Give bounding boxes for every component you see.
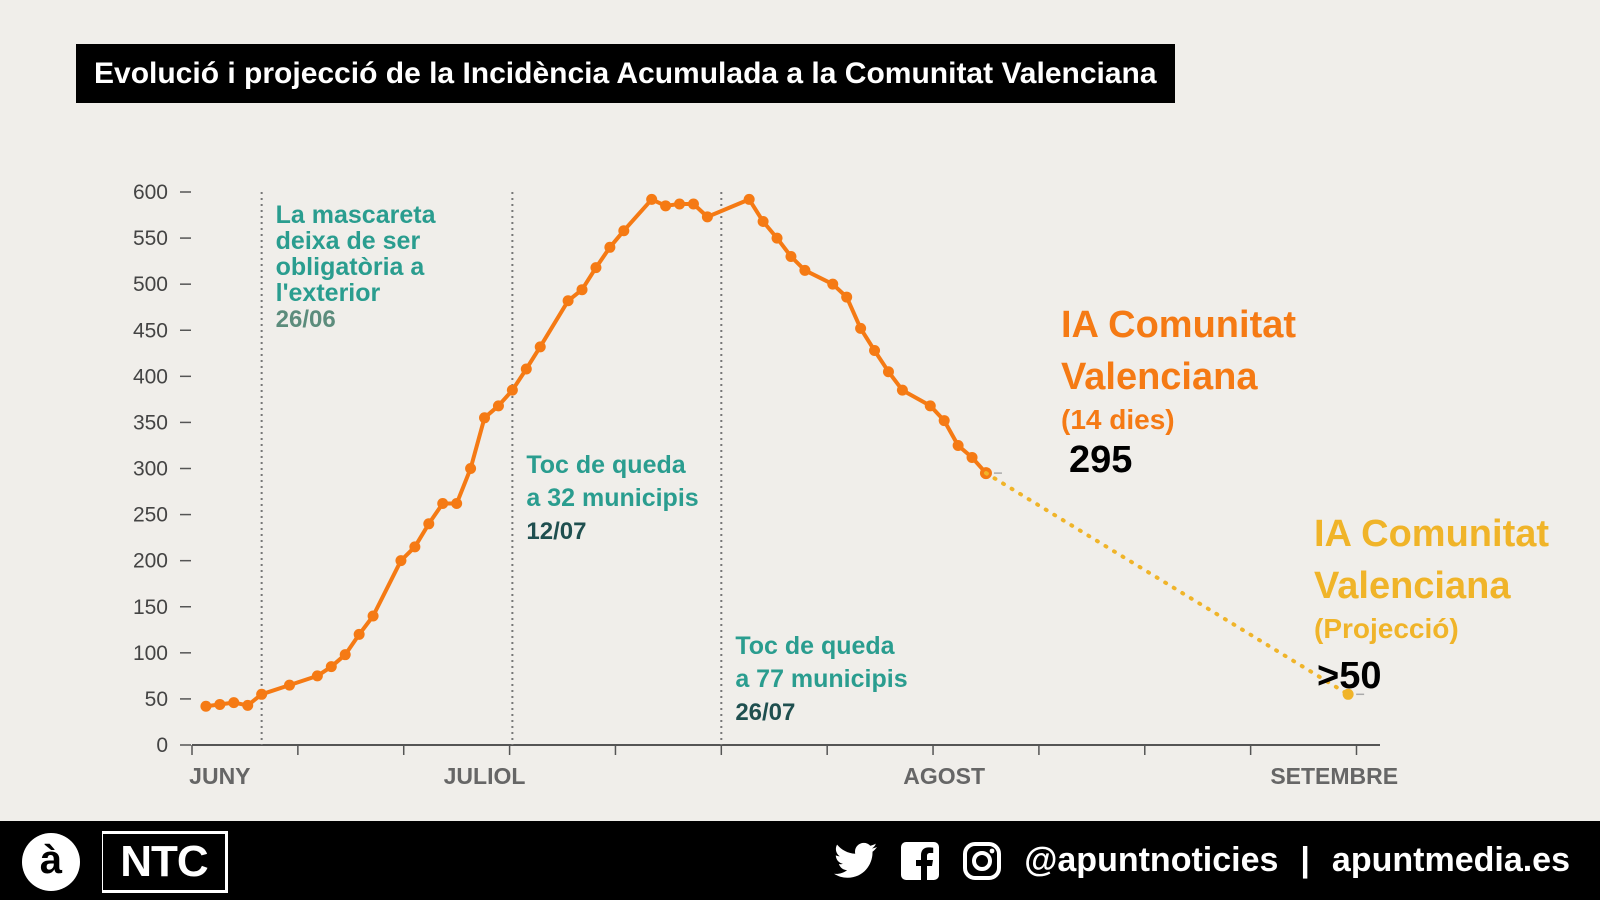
data-point xyxy=(409,541,421,553)
event-label: La mascareta xyxy=(276,201,437,229)
series-sublabel: (14 dies) xyxy=(1061,404,1175,435)
data-point xyxy=(367,610,379,622)
data-point xyxy=(451,498,463,510)
y-tick-label: 600 xyxy=(133,181,168,204)
series-label: Valenciana xyxy=(1061,356,1258,398)
data-point xyxy=(743,193,755,205)
data-point xyxy=(952,439,964,451)
data-point xyxy=(590,262,602,274)
facebook-icon[interactable] xyxy=(900,841,940,881)
y-tick-label: 150 xyxy=(133,596,168,619)
data-point xyxy=(339,649,351,661)
data-point xyxy=(869,345,881,357)
y-tick-label: 550 xyxy=(133,227,168,250)
instagram-icon[interactable] xyxy=(962,841,1002,881)
data-point xyxy=(311,670,323,682)
data-point xyxy=(465,463,477,474)
data-point xyxy=(660,200,672,212)
event-date: 26/06 xyxy=(276,306,336,333)
data-point xyxy=(506,384,518,396)
data-point xyxy=(618,225,630,237)
chart-title: Evolució i projecció de la Incidència Ac… xyxy=(76,44,1175,103)
data-point xyxy=(966,451,978,463)
event-label: deixa de ser xyxy=(276,227,421,255)
data-point xyxy=(701,211,713,223)
event-label: l'exterior xyxy=(276,279,381,307)
data-point xyxy=(242,699,254,711)
website-link[interactable]: apuntmedia.es xyxy=(1331,841,1570,879)
data-point xyxy=(855,322,867,334)
data-point xyxy=(534,341,546,353)
y-tick-label: 250 xyxy=(133,504,168,527)
data-point xyxy=(799,264,811,276)
projection-line xyxy=(984,471,1351,697)
data-point xyxy=(687,198,699,210)
event-label: Toc de queda xyxy=(735,632,895,660)
y-tick-label: 350 xyxy=(133,411,168,434)
event-label: Toc de queda xyxy=(526,451,686,479)
data-point xyxy=(674,198,686,210)
data-point xyxy=(827,278,839,290)
data-point xyxy=(757,215,769,227)
y-tick-label: 400 xyxy=(133,365,168,388)
data-point xyxy=(256,688,268,700)
y-tick-label: 0 xyxy=(156,734,168,757)
data-label: 295 xyxy=(1069,439,1132,481)
chart: 0 50 100 150 200 250 300 350 400 450 500 550 600 JUNY… xyxy=(133,181,1549,789)
series-label: Valenciana xyxy=(1314,565,1511,607)
data-point xyxy=(604,241,616,253)
x-tick-label: JULIOL xyxy=(444,763,526,789)
event-label: a 32 municipis xyxy=(526,484,698,512)
data-point xyxy=(492,400,504,412)
social-links: @apuntnoticies | apuntmedia.es xyxy=(834,821,1570,900)
data-point xyxy=(882,366,894,378)
data-point xyxy=(214,698,226,710)
data-point xyxy=(841,291,853,303)
data-point xyxy=(284,679,296,691)
data-point xyxy=(562,295,574,307)
data-point xyxy=(325,661,337,673)
series-label: IA Comunitat xyxy=(1061,304,1296,346)
data-point xyxy=(479,412,491,424)
ntc-logo[interactable]: NTC xyxy=(102,831,228,893)
footer-separator: | xyxy=(1300,841,1310,879)
data-point xyxy=(646,193,658,205)
data-point xyxy=(938,415,950,427)
data-point xyxy=(437,498,449,510)
event-date: 26/07 xyxy=(735,699,795,726)
data-point xyxy=(576,284,588,296)
y-tick-label: 200 xyxy=(133,550,168,573)
data-point xyxy=(200,700,212,712)
x-tick-label: AGOST xyxy=(903,763,985,789)
data-point xyxy=(423,518,435,530)
series-sublabel: (Projecció) xyxy=(1314,613,1459,644)
y-tick-label: 300 xyxy=(133,458,168,481)
twitter-icon[interactable] xyxy=(834,842,878,880)
y-tick-label: 100 xyxy=(133,642,168,665)
data-point xyxy=(395,555,407,567)
data-point xyxy=(924,400,936,412)
footer: à NTC @apuntnoticies | apuntmedia.es xyxy=(0,821,1600,900)
data-point xyxy=(1342,688,1354,700)
data-point xyxy=(520,363,532,375)
data-point xyxy=(896,384,908,396)
y-tick-label: 50 xyxy=(145,688,168,711)
data-point xyxy=(771,232,783,244)
apunt-logo[interactable]: à xyxy=(22,833,80,891)
series-label: IA Comunitat xyxy=(1314,513,1549,555)
event-date: 12/07 xyxy=(526,518,586,545)
social-handle[interactable]: @apuntnoticies xyxy=(1024,841,1279,879)
event-label: obligatòria a xyxy=(276,253,426,281)
data-point xyxy=(353,628,365,640)
data-label: >50 xyxy=(1317,655,1381,697)
x-tick-label: JUNY xyxy=(189,763,250,789)
y-tick-label: 450 xyxy=(133,319,168,342)
event-label: a 77 municipis xyxy=(735,665,907,693)
data-point xyxy=(228,697,240,709)
y-tick-label: 500 xyxy=(133,273,168,296)
data-point xyxy=(785,251,797,263)
x-tick-label: SETEMBRE xyxy=(1270,763,1398,789)
